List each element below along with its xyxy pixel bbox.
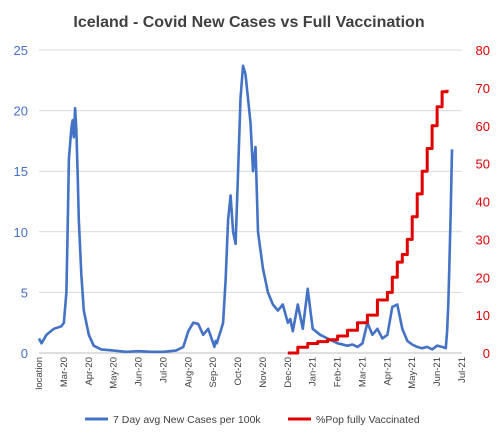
x-tick-label: Dec-20 [283,357,294,388]
x-tick-label: Jun-21 [432,357,443,386]
x-tick-label: May-21 [407,357,418,389]
x-tick-label: Nov-20 [258,357,269,388]
right-tick-label: 70 [476,81,490,96]
right-tick-label: 50 [476,157,490,172]
left-tick-label: 25 [14,43,28,58]
series-lines [37,64,454,355]
x-tick-label: Jan-21 [308,357,319,386]
x-tick-label: Apr-20 [84,357,95,386]
series-line-1 [287,89,449,355]
right-tick-label: 0 [483,346,490,361]
x-tick-label: Jul-21 [457,357,468,383]
x-axis: location Mar-20 Apr-20 May-20 Jun-20 Jul-20 Au… [34,352,468,390]
legend-label-0: 7 Day avg New Cases per 100k [113,414,261,426]
right-y-axis: 0 10 20 30 40 50 60 70 80 [476,43,490,361]
x-tick-label: Mar-21 [357,357,368,387]
left-tick-label: 10 [14,225,28,240]
right-tick-label: 30 [476,232,490,247]
x-tick-label: Apr-21 [382,357,393,386]
x-tick-label: Feb-21 [333,357,344,387]
legend: 7 Day avg New Cases per 100k %Pop fully V… [85,414,420,426]
x-tick-label: Jul-20 [158,357,169,383]
right-tick-label: 40 [476,195,490,210]
x-tick-label: Sep-20 [208,357,219,388]
left-tick-label: 5 [21,285,28,300]
right-tick-label: 20 [476,270,490,285]
left-tick-label: 0 [21,346,28,361]
x-tick-label: May-20 [109,357,120,389]
series-line-0 [37,64,454,354]
right-tick-label: 80 [476,43,490,58]
x-tick-label: location [34,357,45,390]
x-tick-label: Mar-20 [59,357,70,387]
x-tick-label: Aug-20 [183,357,194,388]
chart-title: Iceland - Covid New Cases vs Full Vaccin… [73,14,424,31]
left-tick-label: 20 [14,104,28,119]
x-tick-label: Oct-20 [233,357,244,386]
legend-label-1: %Pop fully Vaccinated [316,414,420,426]
x-tick-label: Jun-20 [134,357,145,386]
left-tick-label: 15 [14,164,28,179]
right-tick-label: 60 [476,119,490,134]
right-tick-label: 10 [476,308,490,323]
left-y-axis: 0 5 10 15 20 25 [14,43,28,361]
